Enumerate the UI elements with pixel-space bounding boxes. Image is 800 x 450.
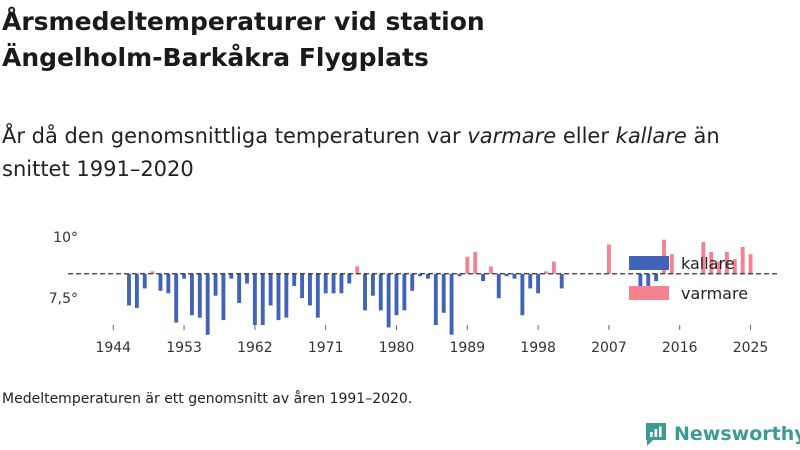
brand-logo: Newsworthy <box>644 420 800 448</box>
subtitle-part-3: än snittet 1991–2020 <box>2 124 720 181</box>
bar-1987 <box>449 273 454 335</box>
bar-1958 <box>221 273 226 321</box>
bar-1966 <box>284 273 289 318</box>
legend-label-kallare: kallare <box>681 254 735 273</box>
bar-1954 <box>189 273 194 316</box>
subtitle-part-1: År då den genomsnittliga temperaturen va… <box>2 124 468 148</box>
brand-name: Newsworthy <box>674 423 800 445</box>
bar-1973 <box>339 273 344 294</box>
bar-2019 <box>701 242 706 274</box>
x-tick-label: 1971 <box>308 340 344 356</box>
bar-1993 <box>496 273 501 299</box>
bar-1997 <box>528 273 533 289</box>
bar-1963 <box>260 273 265 325</box>
bar-1951 <box>166 273 171 294</box>
bar-2015 <box>669 254 674 274</box>
bar-1988 <box>457 273 462 277</box>
bar-1995 <box>512 273 517 279</box>
title-line-1: Årsmedeltemperaturer vid station <box>2 7 485 36</box>
bar-1952 <box>174 273 179 323</box>
bar-2025 <box>748 254 753 274</box>
bar-1961 <box>245 273 249 284</box>
newsworthy-logo-icon <box>646 423 666 446</box>
bar-1981 <box>402 273 407 311</box>
x-tick-label: 1980 <box>379 340 415 356</box>
bar-1968 <box>300 273 305 299</box>
bar-1950 <box>158 273 163 291</box>
bar-1983 <box>418 273 423 277</box>
x-tick-label: 2007 <box>591 340 627 356</box>
bar-1946 <box>127 273 131 306</box>
bar-1955 <box>197 273 202 318</box>
bar-1957 <box>213 273 218 296</box>
bar-2012 <box>646 273 651 294</box>
x-tick-label: 1962 <box>237 340 273 356</box>
bar-1962 <box>252 273 257 325</box>
bar-2024 <box>740 246 745 274</box>
bar-2021 <box>717 261 722 274</box>
bar-1964 <box>268 273 273 306</box>
bar-1967 <box>292 273 297 286</box>
x-tick-label: 1944 <box>95 340 131 356</box>
bar-1947 <box>134 273 139 308</box>
bar-1969 <box>308 273 312 306</box>
bar-1976 <box>363 273 367 311</box>
chart-title: Årsmedeltemperaturer vid station Ängelho… <box>2 4 782 76</box>
bar-1992 <box>488 266 493 274</box>
bar-1956 <box>205 273 210 335</box>
bar-2011 <box>638 273 643 289</box>
bar-2022 <box>724 251 729 274</box>
bar-1990 <box>473 251 478 274</box>
bar-1994 <box>504 273 509 277</box>
x-tick-label: 2016 <box>662 340 698 356</box>
bar-1996 <box>520 273 525 316</box>
bar-1971 <box>323 273 328 294</box>
bar-1970 <box>315 273 320 318</box>
x-tick-label: 1989 <box>449 340 485 356</box>
legend-label-varmare: varmare <box>681 284 748 303</box>
bar-1982 <box>410 273 415 291</box>
bar-1991 <box>481 273 485 282</box>
bar-1960 <box>237 273 242 304</box>
bar-2000 <box>551 261 556 274</box>
bar-1965 <box>276 273 281 321</box>
footnote: Medeltemperaturen är ett genomsnitt av å… <box>2 391 413 407</box>
bar-2007 <box>606 244 611 274</box>
bar-2001 <box>559 273 564 289</box>
bar-1989 <box>465 256 470 274</box>
bar-1975 <box>355 266 360 274</box>
bar-chart: 7,5° 10° 1944 1953 1962 1971 1980 1989 1998 2007 2… <box>49 230 780 356</box>
x-tick-label: 2025 <box>733 340 769 356</box>
bar-1949 <box>150 271 155 274</box>
title-line-2: Ängelholm-Barkåkra Flygplats <box>2 43 429 72</box>
bar-1974 <box>347 273 352 284</box>
legend-swatch-varmare <box>629 286 669 300</box>
x-tick-label: 1998 <box>520 340 556 356</box>
subtitle-cold-word: kallare <box>615 124 687 148</box>
bar-1959 <box>229 273 234 279</box>
bar-1986 <box>441 273 446 313</box>
bar-1985 <box>433 273 438 325</box>
bar-2020 <box>709 251 714 274</box>
subtitle-warm-word: varmare <box>467 124 557 148</box>
y-tick-label: 7,5° <box>49 291 78 307</box>
bar-1998 <box>536 273 541 294</box>
legend-swatch-kallare <box>629 256 669 270</box>
x-tick-label: 1953 <box>166 340 202 356</box>
bar-1953 <box>182 273 187 279</box>
bar-1980 <box>394 273 399 316</box>
bar-1972 <box>331 273 336 294</box>
bar-1984 <box>426 273 430 279</box>
bar-1977 <box>370 273 375 296</box>
bar-1948 <box>142 273 147 289</box>
bar-1999 <box>544 271 548 274</box>
bar-1979 <box>386 273 391 328</box>
bar-2013 <box>654 273 659 282</box>
bar-1978 <box>378 273 383 311</box>
bar-2023 <box>732 259 737 274</box>
chart-subtitle: År då den genomsnittliga temperaturen va… <box>2 120 792 186</box>
y-tick-label: 10° <box>53 230 78 246</box>
subtitle-part-2: eller <box>556 124 616 148</box>
